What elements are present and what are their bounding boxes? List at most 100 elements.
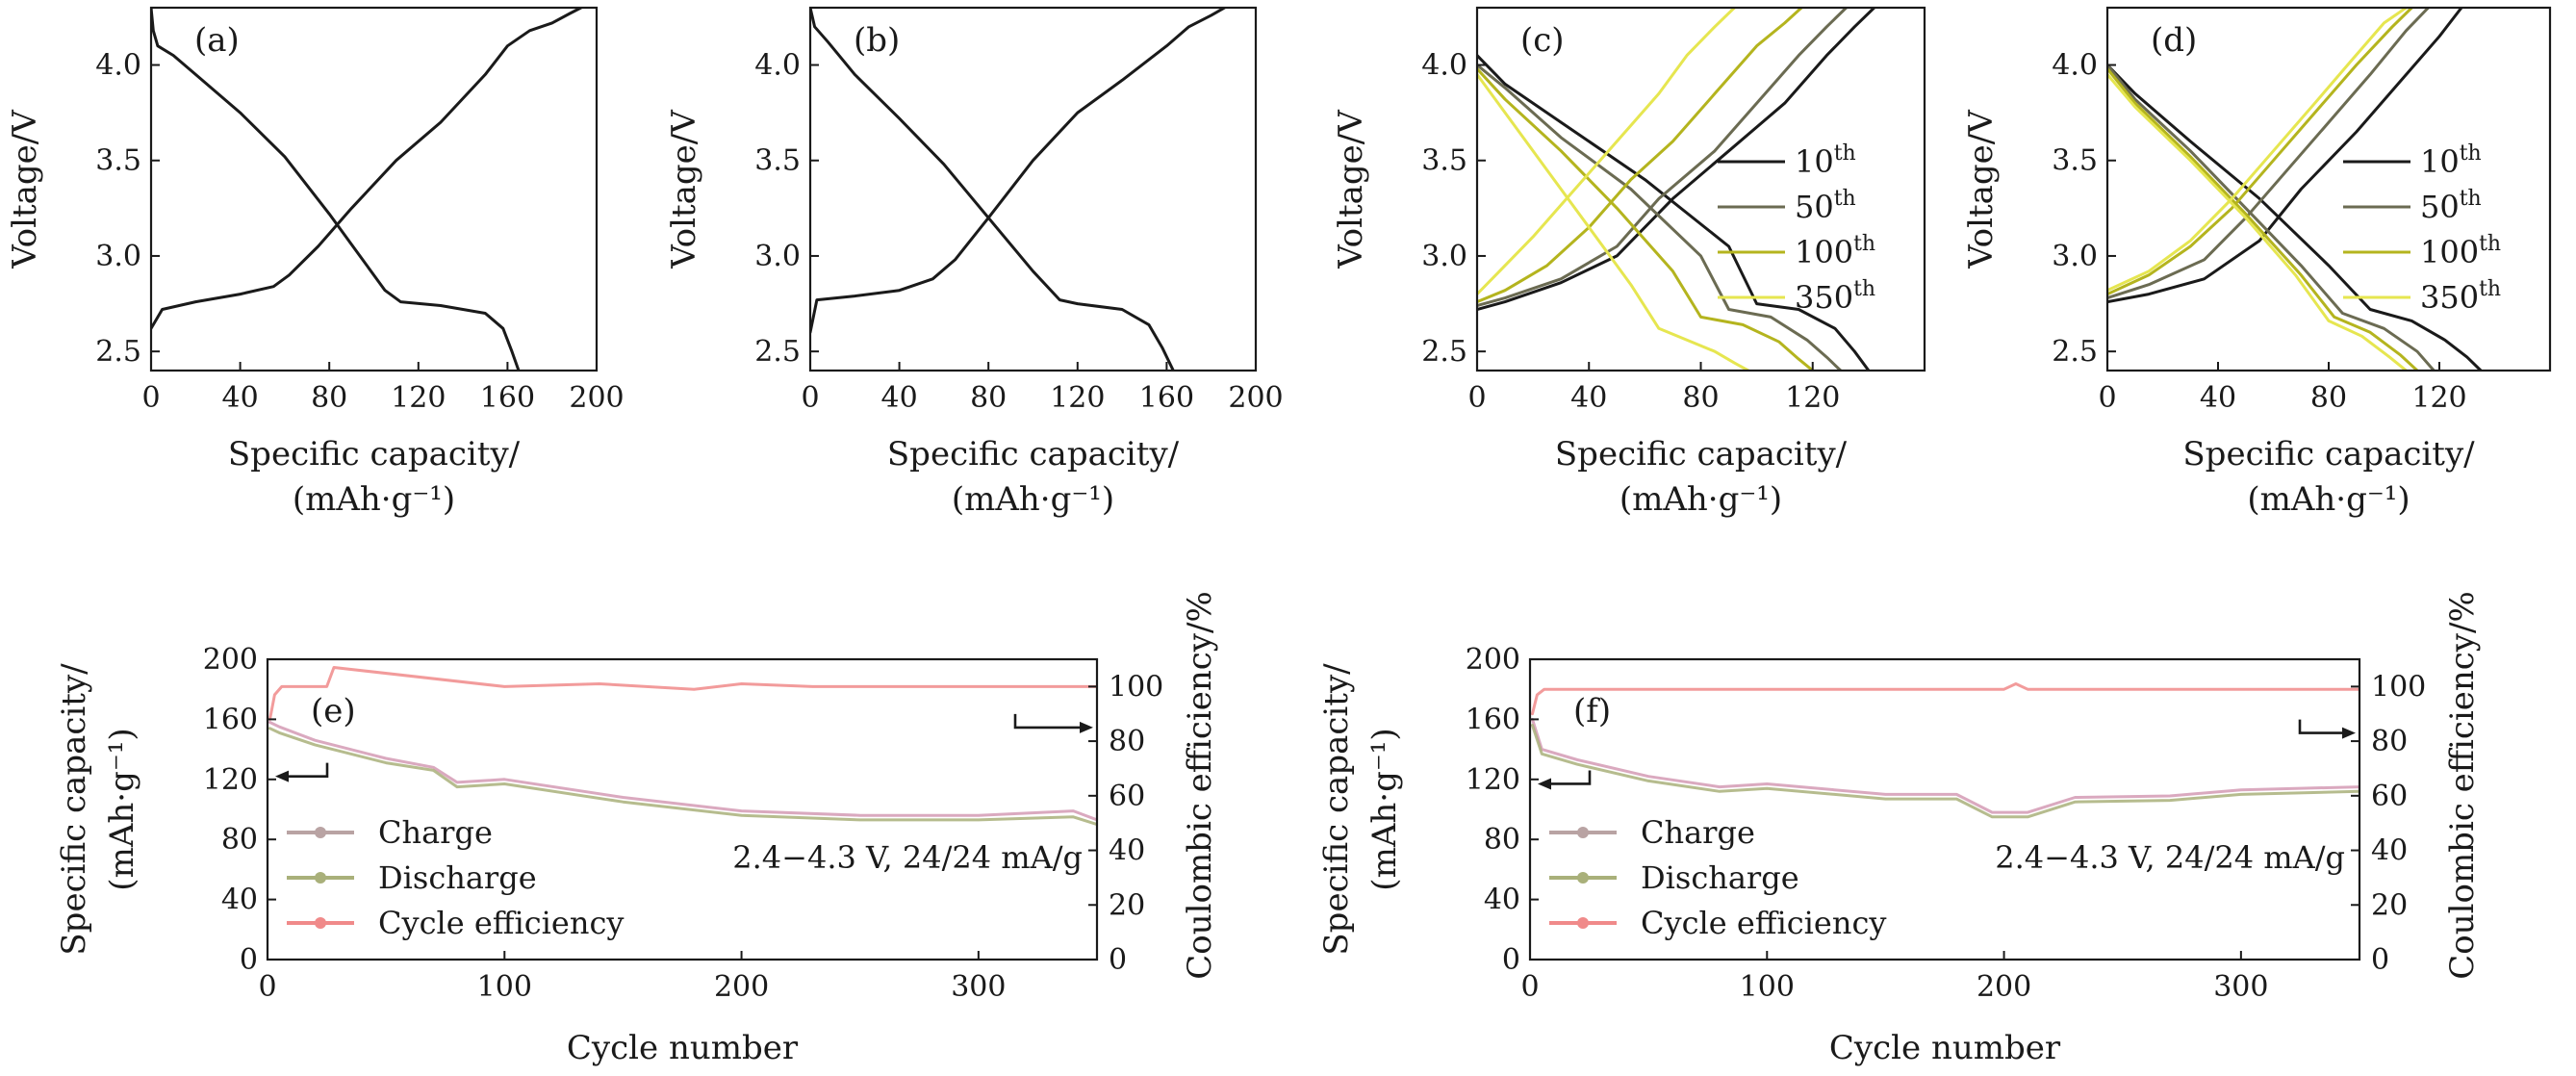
x-axis-label: Specific capacity/ (228, 435, 521, 474)
legend-marker (1577, 917, 1589, 929)
series-350th-discharge (1477, 72, 1750, 371)
legend-label-sup: th (2460, 187, 2482, 211)
y-tick-label: 3.5 (95, 144, 141, 178)
conditions-note: 2.4−4.3 V, 24/24 mA/g (732, 839, 1083, 876)
right-axis-arrowhead (2342, 727, 2356, 739)
panel-label: (d) (2151, 21, 2197, 60)
series-discharge-discharge (151, 8, 521, 371)
x-axis-label-units: (mAh·g⁻¹) (952, 480, 1114, 519)
x-tick-label: 200 (569, 381, 624, 415)
legend-label-sup: th (2460, 141, 2482, 166)
series-cycle-efficiency-2 (268, 666, 1097, 721)
x-tick-label: 120 (1050, 381, 1105, 415)
legend-label-base: 100 (2420, 234, 2479, 270)
legend-label: Charge (1641, 814, 1755, 851)
legend-label-base: 100 (1795, 234, 1853, 270)
y-tick-label: 160 (1466, 703, 1520, 736)
x-axis-label-units: (mAh·g⁻¹) (2247, 480, 2410, 519)
x-tick-label: 0 (258, 970, 276, 1004)
y-axis-label: Specific capacity/ (55, 663, 93, 956)
y-axis-label: Specific capacity/ (1317, 663, 1356, 956)
y-tick-label: 40 (221, 884, 258, 917)
right-axis-arrow (2298, 719, 2344, 734)
x-tick-label: 300 (951, 970, 1006, 1004)
series-10th-charge (1477, 8, 1876, 311)
x-axis-label-units: (mAh·g⁻¹) (1620, 480, 1782, 519)
x-axis-label: Cycle number (567, 1029, 799, 1067)
series-cycle-efficiency-2 (1531, 682, 2359, 716)
y-tick-label: 2.5 (2052, 335, 2098, 369)
y-tick-label: 4.0 (1421, 49, 1467, 83)
legend-marker (315, 872, 326, 884)
series-10th-charge (2107, 8, 2463, 304)
x-tick-label: 40 (2200, 381, 2236, 415)
x-tick-label: 0 (1467, 381, 1486, 415)
x-tick-label: 40 (1570, 381, 1607, 415)
axes-frame (266, 657, 1099, 961)
legend-label-sup: th (1834, 141, 1856, 166)
series-50th-charge (1477, 8, 1849, 307)
legend-label: Charge (378, 814, 493, 851)
y-tick-label: 4.0 (95, 49, 141, 83)
legend-label-sup: th (2479, 277, 2501, 301)
plot-area-d (2107, 8, 2483, 371)
series-10th-discharge (2107, 64, 2483, 371)
y-right-tick-label: 0 (2371, 943, 2389, 977)
y-axis-label-units: (mAh·g⁻¹) (103, 728, 141, 890)
legend-label-sup: th (1834, 187, 1856, 211)
y-tick-label: 2.5 (1421, 335, 1467, 369)
x-tick-label: 80 (2310, 381, 2347, 415)
y-tick-label: 4.0 (754, 49, 801, 83)
left-axis-arrow (287, 762, 329, 778)
y-right-tick-label: 100 (2371, 670, 2426, 704)
legend-label-base: 10 (1795, 143, 1834, 180)
legend-label-base: 10 (2420, 143, 2460, 180)
legend-label-base: 50 (1795, 189, 1834, 225)
legend-label: 100th (1795, 232, 1875, 270)
y-tick-label: 3.0 (754, 240, 801, 273)
series-100th-charge (2107, 8, 2413, 296)
axes-frame (808, 6, 1258, 372)
x-axis-label: Specific capacity/ (887, 435, 1180, 474)
y-right-axis-label: Coulombic efficiency/% (2443, 591, 2482, 980)
legend-label-sup: th (1853, 232, 1875, 256)
legend-label: Discharge (378, 859, 537, 896)
y-right-tick-label: 20 (1109, 888, 1145, 922)
x-tick-label: 0 (801, 381, 819, 415)
x-tick-label: 80 (970, 381, 1007, 415)
panel-c: 0 40 80 120 2.5 3.0 3.5 4.0 (c) Specific capacity… (1332, 6, 1926, 519)
series-50th-discharge (1477, 64, 1843, 371)
axes-frame (2105, 6, 2552, 372)
legend-label-base: 350 (1795, 279, 1853, 316)
legend-label: Cycle efficiency (378, 905, 624, 941)
x-tick-label: 160 (480, 381, 535, 415)
y-axis-label: Voltage/V (665, 109, 703, 269)
legend-label-base: 50 (2420, 189, 2460, 225)
y-tick-label: 3.0 (95, 240, 141, 273)
legend-label: Cycle efficiency (1641, 905, 1886, 941)
x-tick-label: 160 (1139, 381, 1194, 415)
y-right-tick-label: 80 (1109, 725, 1145, 758)
series-100th-discharge (2107, 67, 2419, 371)
y-tick-label: 3.0 (2052, 240, 2098, 273)
x-tick-label: 40 (222, 381, 259, 415)
legend-marker (315, 827, 326, 838)
plot-area-a (151, 8, 583, 371)
x-tick-label: 0 (1520, 970, 1539, 1004)
y-tick-label: 120 (1466, 763, 1520, 797)
x-tick-label: 80 (1682, 381, 1719, 415)
x-tick-label: 120 (1785, 381, 1840, 415)
y-right-axis-label: Coulombic efficiency/% (1181, 591, 1219, 980)
x-tick-label: 120 (391, 381, 446, 415)
legend-label-sup: th (2479, 232, 2501, 256)
series-charge-0 (1531, 717, 2359, 814)
series-350th-charge (1477, 8, 1736, 296)
x-axis-label: Cycle number (1829, 1029, 2061, 1067)
y-tick-label: 80 (1484, 823, 1520, 857)
x-axis-label: Specific capacity/ (1555, 435, 1848, 474)
series-100th-charge (1477, 8, 1803, 304)
left-axis-arrowhead (275, 770, 289, 782)
legend-marker (1577, 827, 1589, 838)
series-discharge-discharge (810, 8, 1175, 371)
